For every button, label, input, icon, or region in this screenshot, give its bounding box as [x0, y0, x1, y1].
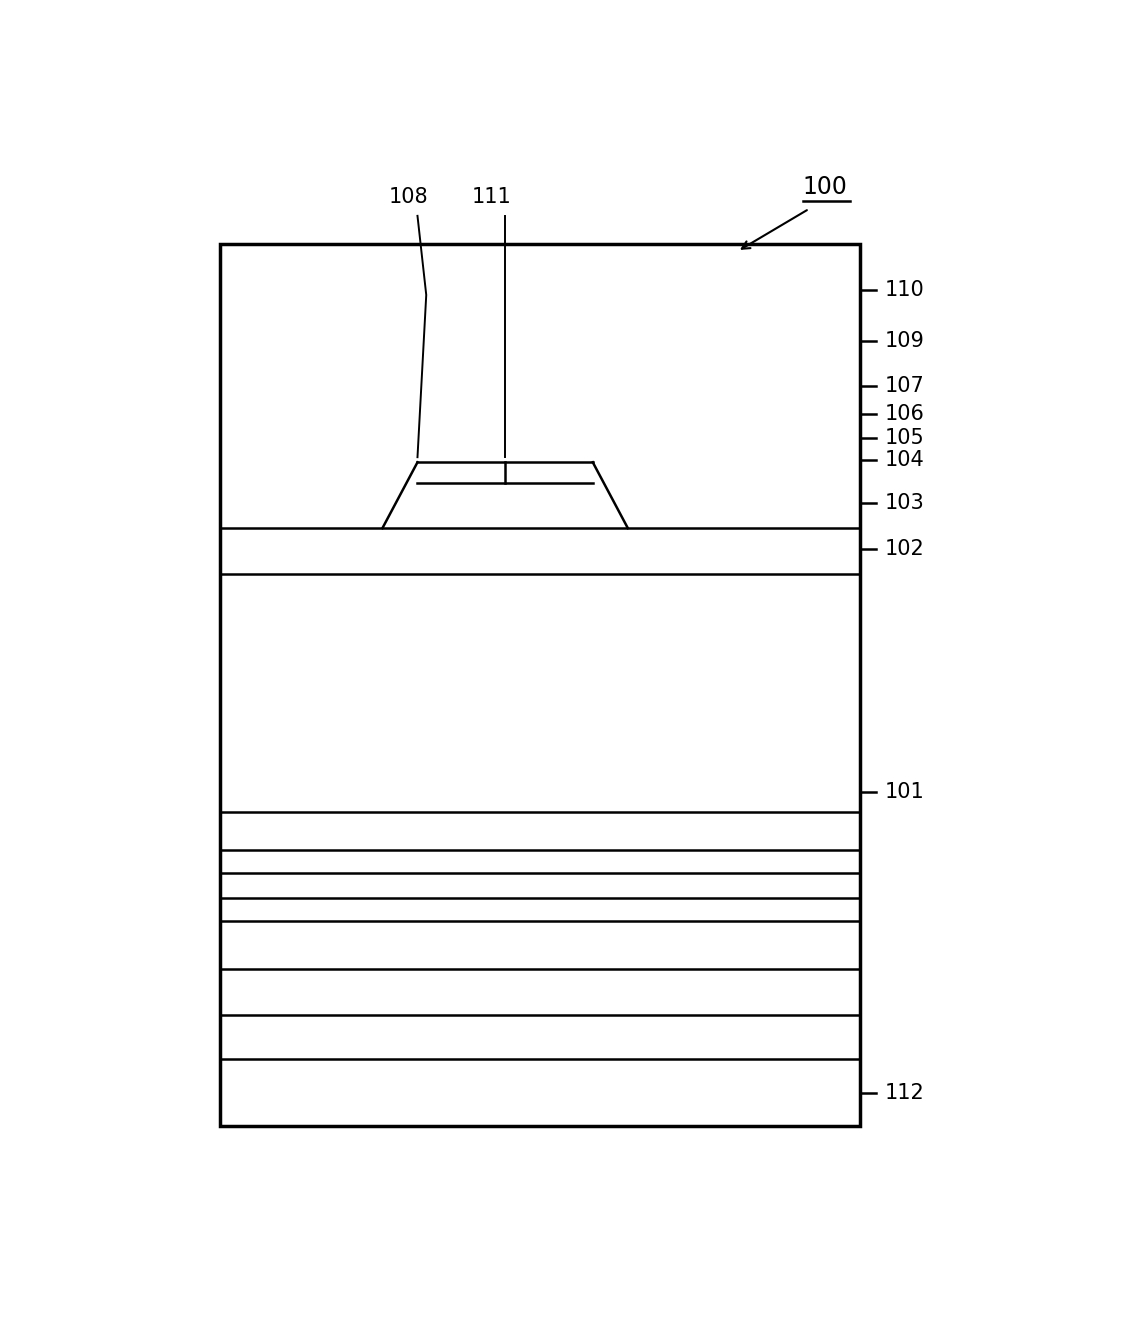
Text: 105: 105 — [884, 428, 924, 448]
Text: 108: 108 — [389, 187, 429, 207]
Text: 103: 103 — [884, 493, 924, 512]
Text: 101: 101 — [884, 782, 924, 802]
Text: 100: 100 — [803, 175, 847, 199]
Text: 110: 110 — [884, 281, 924, 300]
Text: 111: 111 — [472, 187, 512, 207]
Bar — [221, 244, 860, 1126]
Text: 104: 104 — [884, 450, 924, 470]
Text: 109: 109 — [884, 331, 924, 350]
Text: 102: 102 — [884, 540, 924, 560]
Text: 106: 106 — [884, 403, 924, 424]
Text: 107: 107 — [884, 377, 924, 396]
Text: 112: 112 — [884, 1083, 924, 1104]
